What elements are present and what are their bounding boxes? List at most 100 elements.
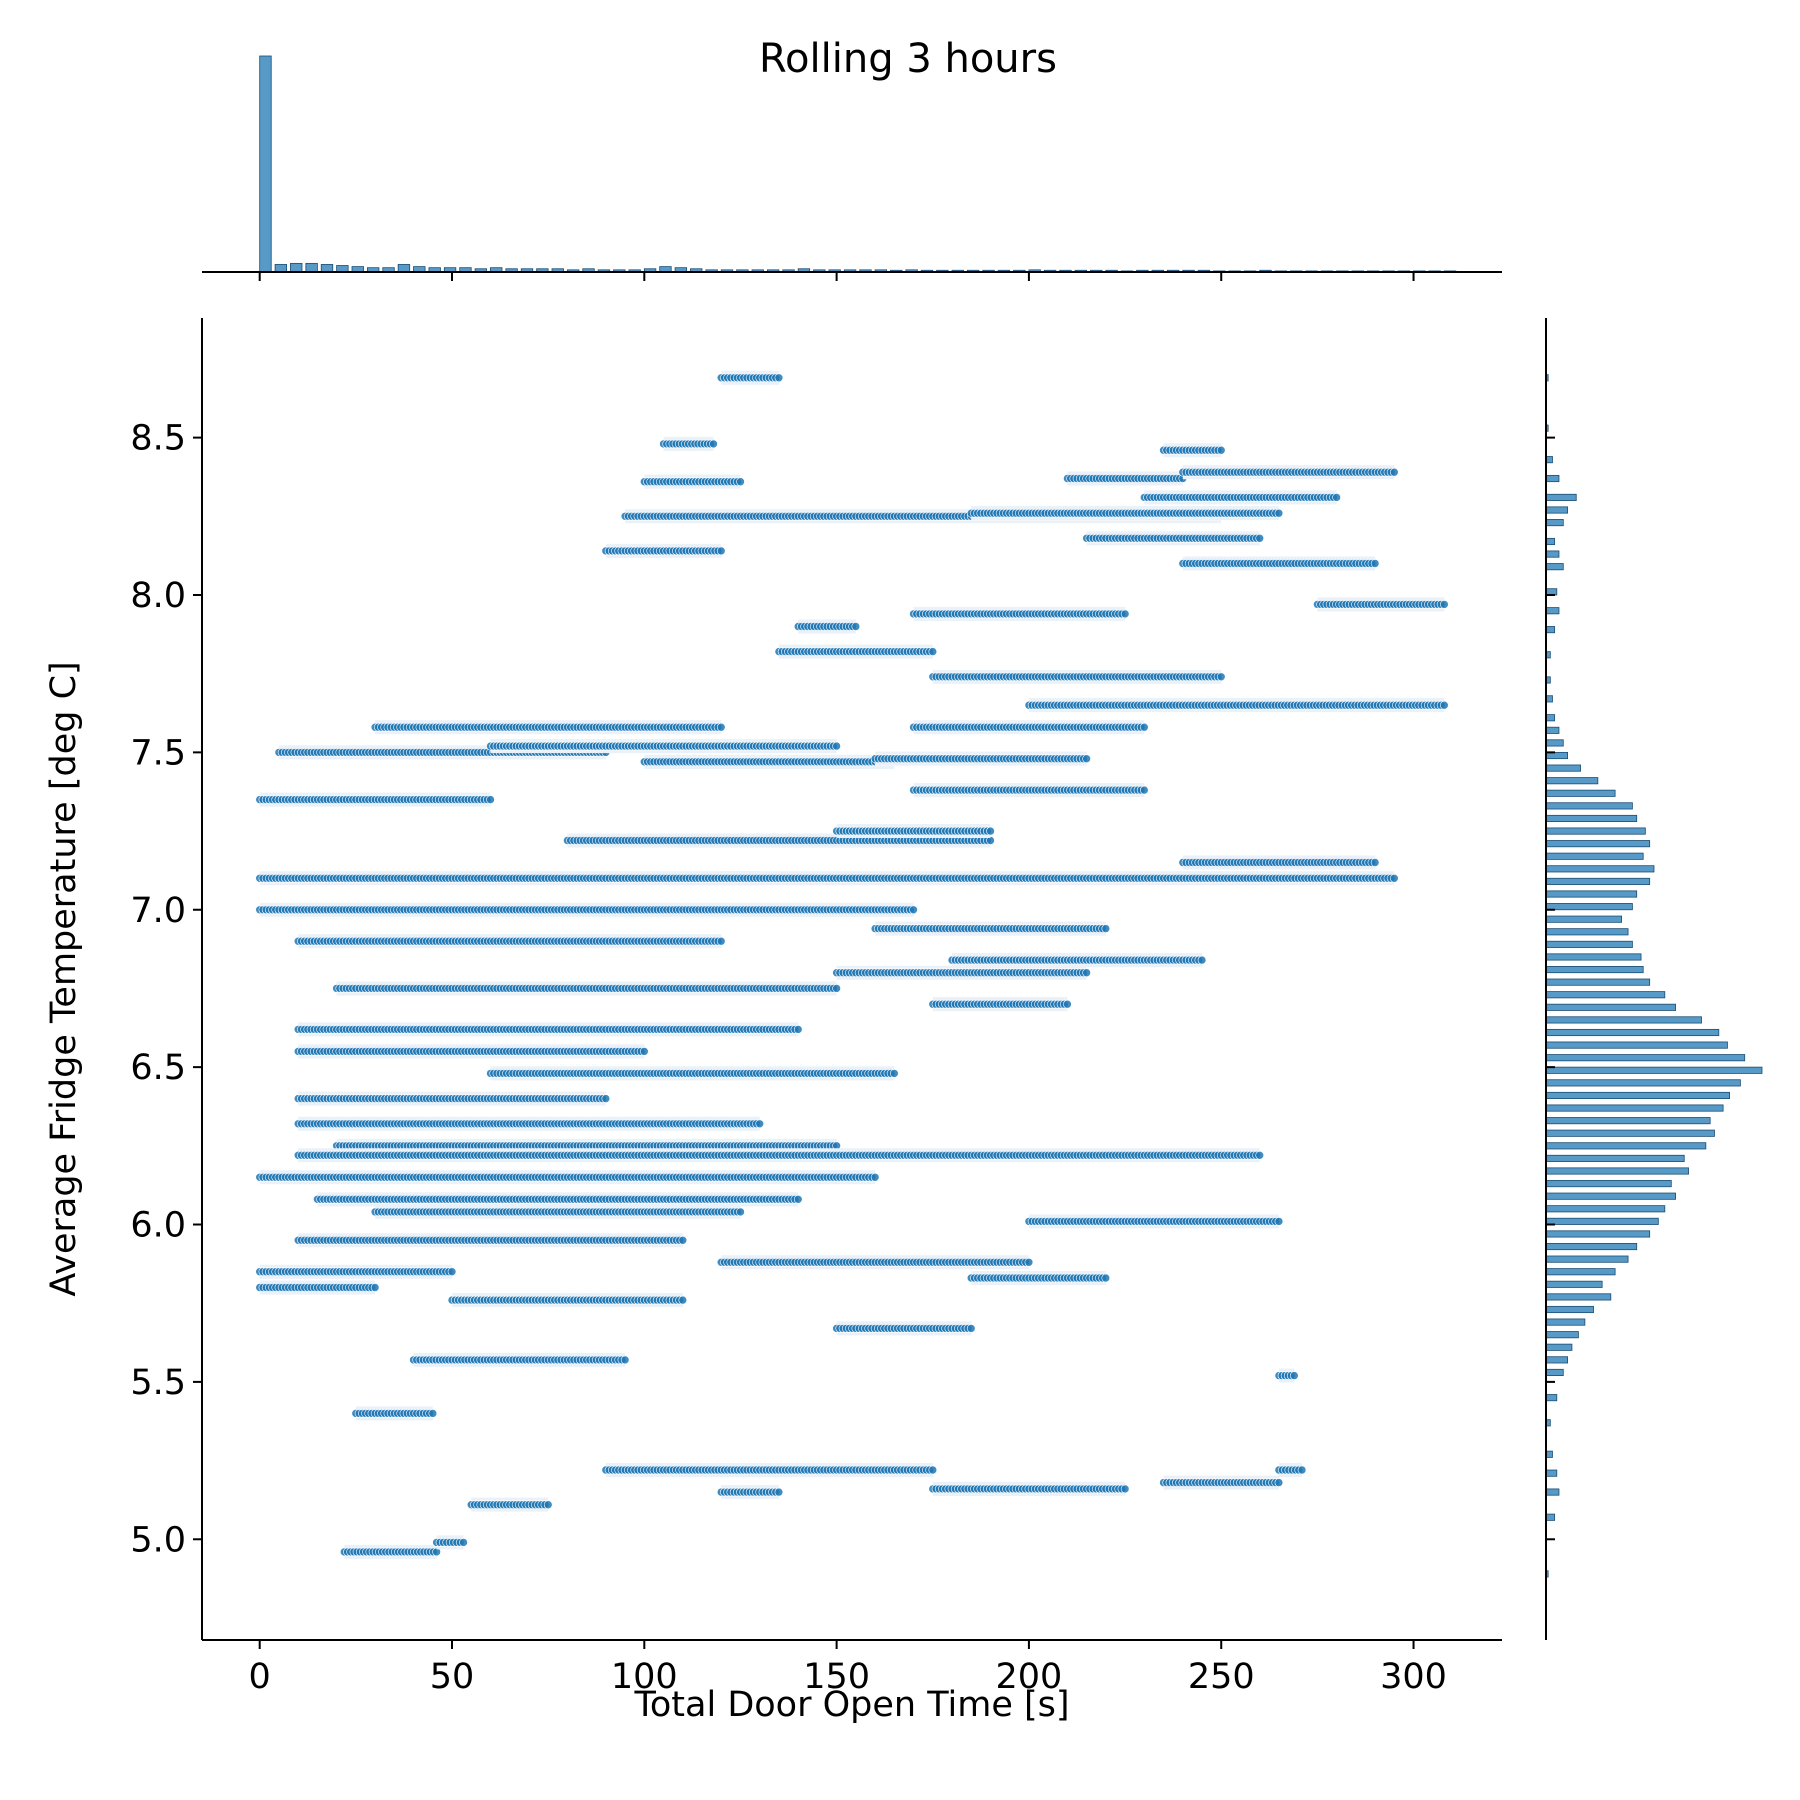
scatter-series-run xyxy=(486,1066,899,1081)
right-histogram-bar xyxy=(1545,1318,1586,1326)
top-histogram-bar xyxy=(259,55,272,273)
right-histogram-bar xyxy=(1545,877,1651,885)
right-histogram-bar xyxy=(1545,915,1622,923)
right-histogram-bar xyxy=(1545,1217,1659,1225)
top-histogram-bar xyxy=(305,262,318,273)
right-histogram-bar xyxy=(1545,1293,1612,1301)
scatter-series-run xyxy=(639,754,899,769)
right-histogram-bar xyxy=(1545,1368,1564,1377)
scatter-point xyxy=(486,795,495,804)
scatter-point xyxy=(1216,445,1226,455)
scatter-series-run xyxy=(601,543,726,558)
scatter-point xyxy=(832,984,841,993)
scatter-series-run xyxy=(947,953,1207,968)
right-histogram-bar xyxy=(1545,928,1629,936)
scatter-series-run xyxy=(1063,471,1188,486)
scatter-point xyxy=(1082,968,1091,978)
right-histogram-bar xyxy=(1545,1356,1569,1364)
scatter-series-run xyxy=(255,871,765,886)
scatter-point xyxy=(1440,700,1449,710)
right-histogram-bar xyxy=(1545,1513,1556,1521)
right-histogram-bar xyxy=(1545,519,1564,527)
scatter-series-run xyxy=(293,1148,1264,1163)
scatter-series-run xyxy=(1159,443,1226,458)
scatter-series-run xyxy=(793,619,861,634)
scatter-point xyxy=(793,1025,803,1034)
right-histogram-bar xyxy=(1545,852,1644,860)
right-histogram-bar xyxy=(1545,563,1564,571)
right-histogram-bar xyxy=(1545,1180,1672,1188)
chart-title: Rolling 3 hours xyxy=(759,36,1057,82)
right-histogram-bar xyxy=(1545,474,1560,483)
scatter-series-run xyxy=(293,1091,611,1106)
scatter-series-run xyxy=(1178,855,1380,870)
right-histogram-bar xyxy=(1545,1305,1594,1314)
right-histogram-bar xyxy=(1545,1028,1720,1037)
scatter-point xyxy=(851,622,861,631)
scatter-series-run xyxy=(313,1192,803,1207)
scatter-series-run xyxy=(1178,465,1399,480)
right-histogram-bar xyxy=(1545,626,1556,634)
top-histogram-bar xyxy=(290,262,303,273)
right-marginal-histogram xyxy=(1545,374,1763,1578)
scatter-series-run xyxy=(909,720,1149,735)
scatter-series-run xyxy=(832,965,1091,980)
scatter-point xyxy=(1120,609,1130,619)
right-histogram-bar xyxy=(1545,978,1651,986)
right-histogram-bar xyxy=(1545,840,1651,848)
scatter-point xyxy=(716,546,726,556)
scatter-series-run xyxy=(716,871,1399,886)
top-histogram-bar xyxy=(274,264,288,273)
right-histogram-bar xyxy=(1545,953,1642,961)
scatter-series-run xyxy=(370,720,726,735)
top-marginal-histogram xyxy=(259,55,1457,273)
scatter-series-run xyxy=(928,669,1226,684)
right-histogram-bar xyxy=(1545,607,1560,615)
scatter-point xyxy=(601,1094,611,1103)
scatter-series-run xyxy=(1313,597,1449,612)
scatter-point xyxy=(928,647,938,656)
scatter-series-run xyxy=(255,1170,880,1185)
right-histogram-bar xyxy=(1545,777,1599,785)
right-histogram-bar xyxy=(1545,726,1560,734)
right-histogram-bar xyxy=(1545,1331,1579,1339)
scatter-series-run xyxy=(293,1022,803,1037)
scatter-series-run xyxy=(774,644,938,659)
right-histogram-bar xyxy=(1545,1243,1638,1251)
scatter-point xyxy=(1101,924,1111,933)
right-histogram-bar xyxy=(1545,1079,1741,1087)
scatter-point xyxy=(793,1195,803,1204)
scatter-series-run xyxy=(716,370,784,385)
scatter-series-run xyxy=(659,436,718,451)
scatter-series-run xyxy=(293,1116,765,1131)
scatter-points xyxy=(255,370,1449,1559)
scatter-series-run xyxy=(255,902,918,917)
scatter-point xyxy=(1216,672,1226,682)
scatter-point xyxy=(1255,1151,1264,1160)
right-histogram-bar xyxy=(1545,1343,1573,1351)
top-histogram-bar xyxy=(320,264,334,273)
scatter-point xyxy=(774,373,784,383)
right-histogram-bar xyxy=(1545,1255,1629,1263)
scatter-series-run xyxy=(966,506,1284,521)
right-histogram-bar xyxy=(1545,1469,1558,1477)
right-histogram-bar xyxy=(1545,1129,1715,1137)
scatter-point xyxy=(1440,600,1449,609)
scatter-series-run xyxy=(1178,556,1380,571)
right-histogram-bar xyxy=(1545,537,1556,546)
scatter-series-run xyxy=(832,824,995,839)
scatter-point xyxy=(909,905,918,915)
scatter-point xyxy=(1370,858,1380,867)
scatter-series-run xyxy=(255,792,495,807)
right-histogram-bar xyxy=(1545,1167,1689,1175)
scatter-point xyxy=(1332,493,1341,502)
scatter-point xyxy=(709,439,718,449)
scatter-point xyxy=(736,1207,745,1217)
scatter-point xyxy=(870,1173,880,1182)
scatter-series-run xyxy=(486,739,841,754)
top-histogram-bar xyxy=(397,264,411,273)
right-histogram-bar xyxy=(1545,1205,1666,1213)
right-histogram-bar xyxy=(1545,865,1655,873)
scatter-series-run xyxy=(1024,698,1449,713)
